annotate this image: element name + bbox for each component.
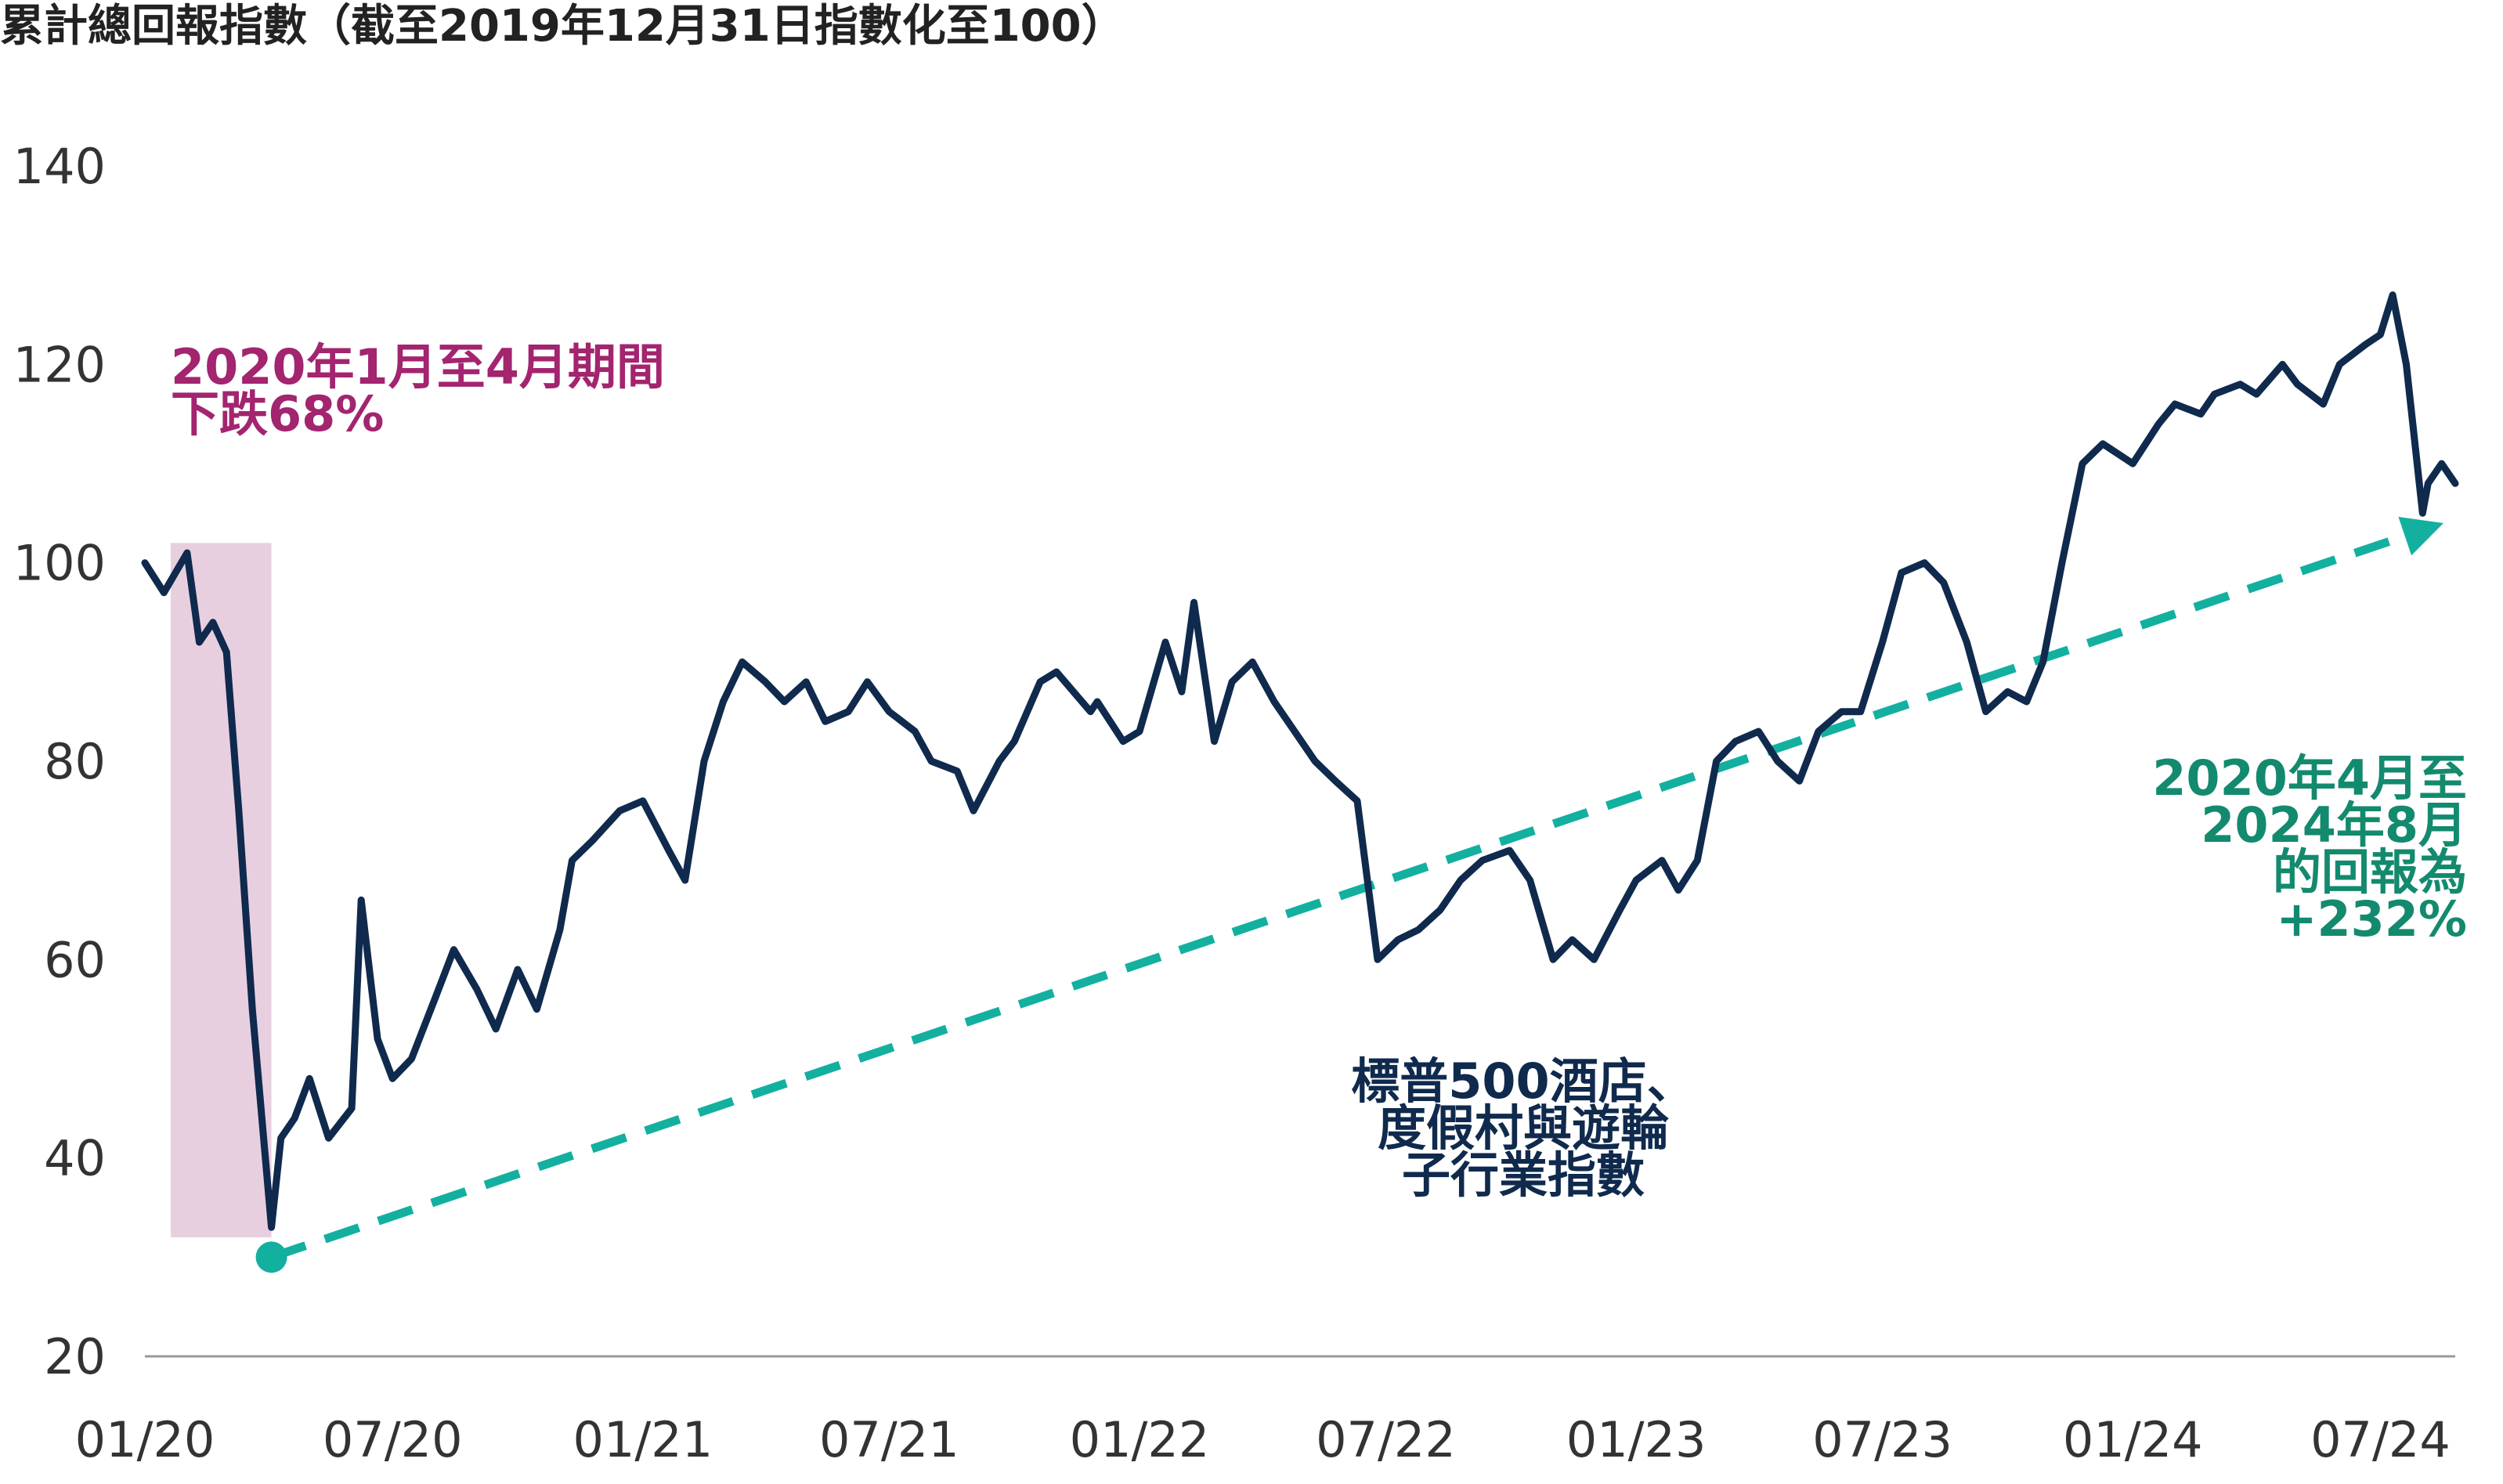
drop-annotation-line: 2020年1月至4月期間 (171, 338, 665, 395)
trend-arrowhead (2398, 517, 2443, 556)
gain-annotation-line: 2024年8月 (2201, 796, 2467, 854)
y-tick-label: 120 (13, 336, 106, 393)
x-tick-label: 01/24 (2063, 1411, 2203, 1468)
x-tick-label: 07/21 (819, 1411, 959, 1468)
y-tick-label: 100 (13, 535, 106, 592)
x-tick-label: 07/22 (1316, 1411, 1456, 1468)
series-line-group (141, 291, 2459, 1231)
series-annotation-line: 標普500酒店、 (1351, 1053, 1695, 1110)
x-tick-label: 01/22 (1070, 1411, 1210, 1468)
x-tick-label: 07/20 (323, 1411, 463, 1468)
y-tick-label: 60 (44, 931, 106, 988)
shaded-region (171, 543, 272, 1237)
y-tick-label: 40 (44, 1130, 106, 1187)
drop-annotation-line: 下跌68% (171, 385, 384, 442)
x-tick-label: 07/23 (1812, 1411, 1952, 1468)
x-axis-tick-labels: 01/20 07/20 01/21 07/21 01/22 07/22 01/23 07/23… (75, 1411, 2451, 1468)
chart-title: 累計總回報指數（截至2019年12月31日指數化至100） (0, 1, 1125, 52)
y-tick-label: 20 (44, 1328, 106, 1385)
x-tick-label: 01/23 (1566, 1411, 1707, 1468)
x-tick-label: 01/21 (573, 1411, 713, 1468)
series-line (141, 291, 2459, 1231)
y-axis-tick-labels: 20 40 60 80 100 120 140 (13, 138, 106, 1385)
shaded-drop-period (171, 543, 272, 1237)
y-tick-label: 140 (13, 138, 106, 195)
y-tick-label: 80 (44, 733, 106, 790)
series-annotation-line: 子行業指數 (1402, 1146, 1645, 1204)
trend-start-marker (255, 1241, 287, 1273)
gain-annotation-line: 的回報為 (2273, 843, 2467, 901)
trend-arrow (255, 517, 2443, 1273)
x-tick-label: 01/20 (75, 1411, 215, 1468)
series-annotation-line: 度假村與遊輪 (1378, 1099, 1669, 1157)
gain-annotation-line: +232% (2277, 890, 2468, 948)
x-tick-label: 07/24 (2310, 1411, 2451, 1468)
trend-line (269, 532, 2407, 1262)
gain-annotation-line: 2020年4月至 (2152, 749, 2467, 807)
